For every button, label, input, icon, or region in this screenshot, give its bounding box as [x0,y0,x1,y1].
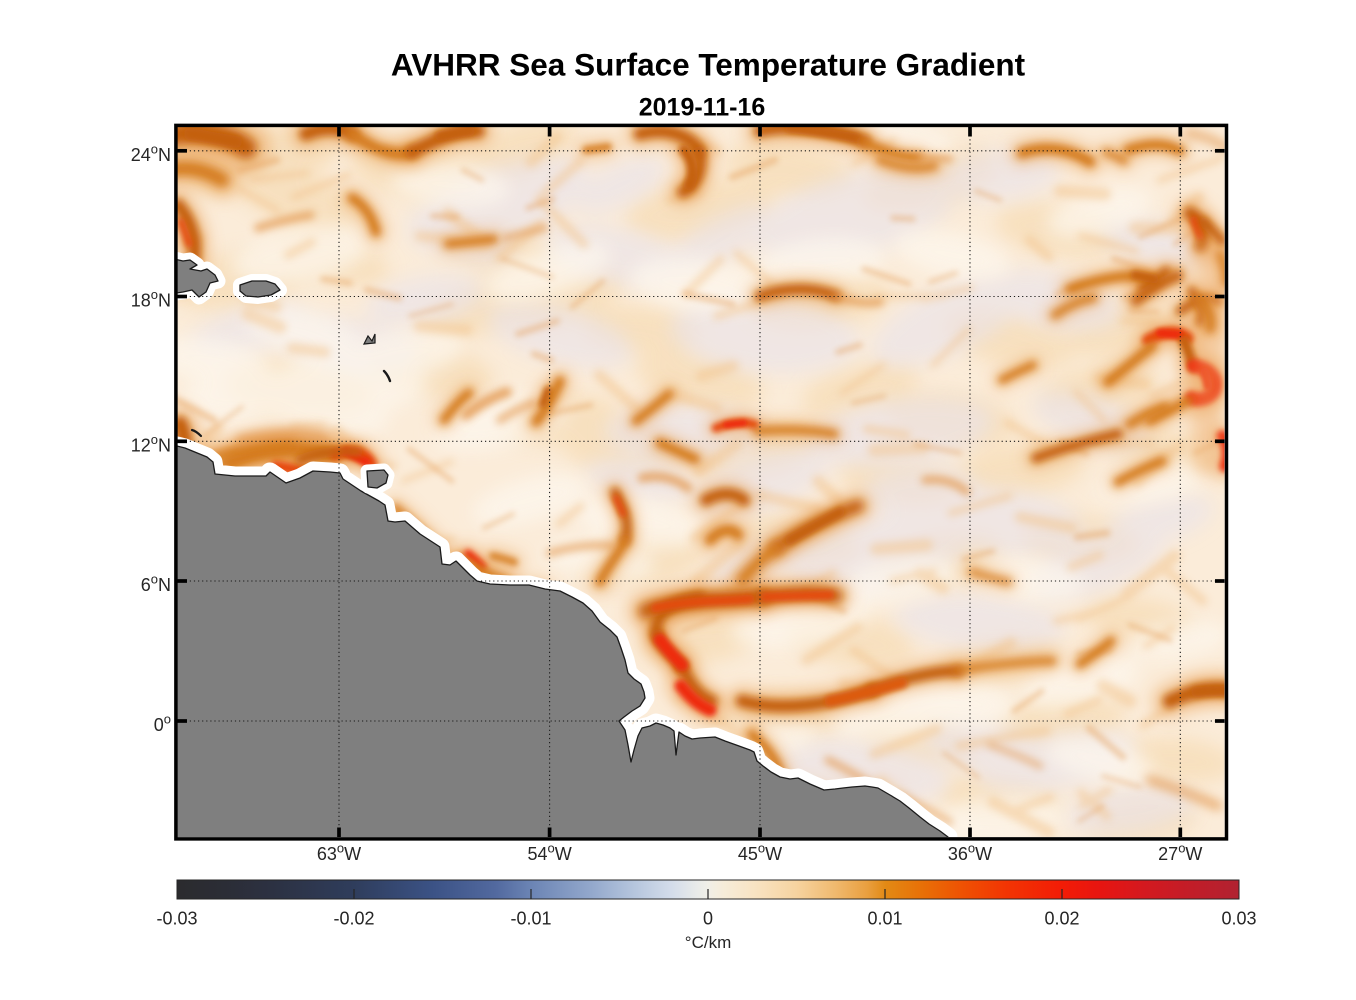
svg-text:2019-11-16: 2019-11-16 [639,94,766,122]
svg-text:0: 0 [703,909,713,929]
svg-text:0.03: 0.03 [1221,909,1256,929]
svg-text:54oW: 54oW [527,841,571,865]
svg-text:-0.01: -0.01 [510,909,551,929]
svg-text:AVHRR Sea Surface Temperature: AVHRR Sea Surface Temperature Gradient [391,47,1026,83]
svg-text:18oN: 18oN [131,287,171,311]
svg-text:27oW: 27oW [1158,841,1202,865]
svg-text:24oN: 24oN [131,141,171,165]
svg-text:36oW: 36oW [948,841,992,865]
svg-text:°C/km: °C/km [685,933,731,952]
svg-text:0.01: 0.01 [867,909,902,929]
svg-text:63oW: 63oW [317,841,361,865]
svg-text:-0.02: -0.02 [333,909,374,929]
svg-text:6oN: 6oN [141,572,171,596]
svg-text:12oN: 12oN [131,432,171,456]
svg-text:0.02: 0.02 [1044,909,1079,929]
svg-text:-0.03: -0.03 [156,909,197,929]
svg-text:45oW: 45oW [738,841,782,865]
